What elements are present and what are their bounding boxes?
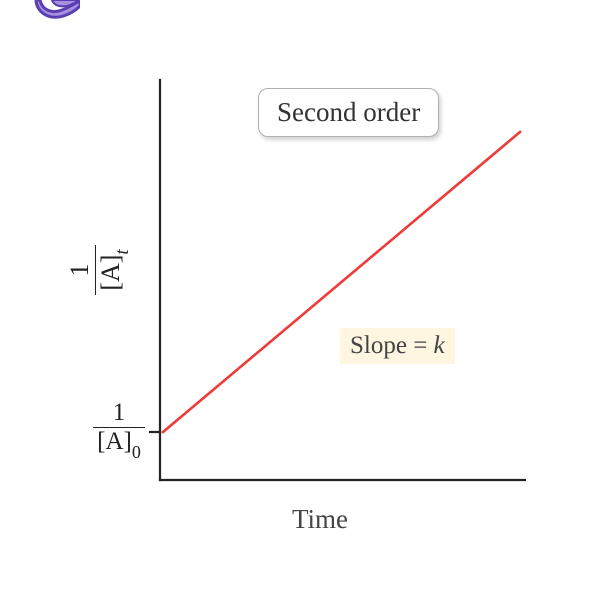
corner-decoration xyxy=(0,0,80,40)
y-axis-label: 1 [A]t xyxy=(68,240,128,300)
slope-variable: k xyxy=(434,332,445,359)
y-intercept-frac-num: 1 xyxy=(93,400,145,428)
second-order-chart: Second order Slope = k Time 1 [A]t 1 [A]… xyxy=(0,0,589,592)
y-axis-frac-num: 1 xyxy=(66,245,95,294)
x-axis-label-text: Time xyxy=(292,504,348,534)
y-intercept-fraction: 1 [A]0 xyxy=(93,400,145,459)
slope-annotation: Slope = k xyxy=(340,328,455,364)
y-axis-fraction: 1 [A]t xyxy=(66,245,129,294)
slope-prefix: Slope = xyxy=(350,332,434,359)
y-axis-frac-den: [A]t xyxy=(96,245,130,294)
y-intercept-frac-den: [A]0 xyxy=(93,428,145,459)
chart-title-callout: Second order xyxy=(258,88,439,137)
x-axis-label: Time xyxy=(292,504,348,535)
chart-title-text: Second order xyxy=(277,97,420,127)
y-intercept-label: 1 [A]0 xyxy=(90,400,148,459)
